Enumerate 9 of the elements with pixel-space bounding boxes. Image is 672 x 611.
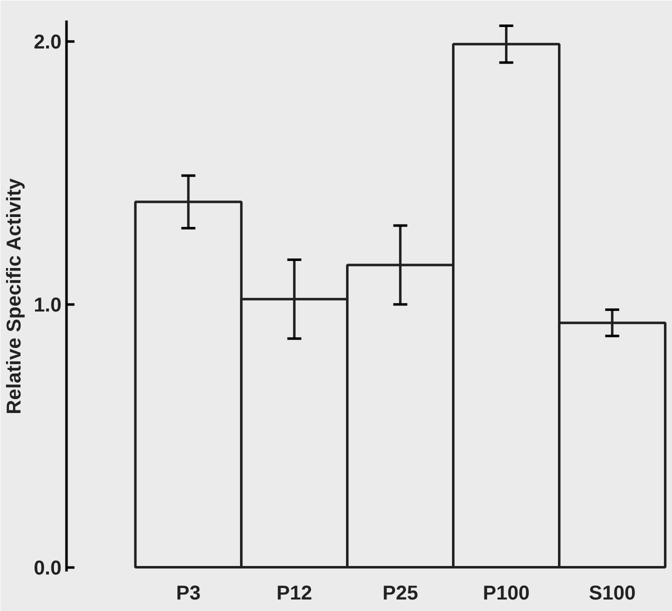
- y-axis-title: Relative Specific Activity: [4, 177, 26, 414]
- x-tick-label: S100: [588, 582, 636, 604]
- x-tick-label: P12: [276, 582, 312, 604]
- x-tick-label: P3: [176, 582, 201, 604]
- x-tick-label: P100: [482, 582, 530, 604]
- y-tick-label: 0.0: [34, 557, 62, 580]
- y-tick-label: 1.0: [34, 294, 62, 316]
- x-tick-label: P25: [382, 582, 418, 604]
- y-tick-label: 2.0: [34, 32, 62, 54]
